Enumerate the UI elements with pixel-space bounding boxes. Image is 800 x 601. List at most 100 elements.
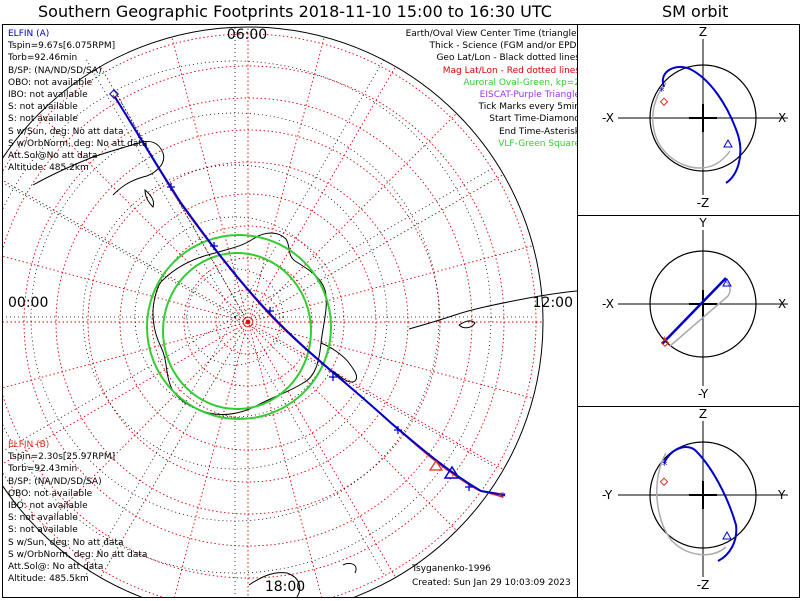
orbit-xz-elfin-b [652,82,731,169]
legend-entry: Thick - Science (FGM and/or EPD) [429,41,580,52]
mag-spoke [3,255,249,323]
elfin-a-info-line: Tspin=9.67s[6.075RPM] [8,41,116,52]
elfin-a-name: ELFIN (A) [8,29,50,39]
elfin-a-track [114,96,506,496]
mag-spoke [247,321,504,470]
legend-entry: Earth/Oval View Center Time (triangle) [405,29,580,39]
elfin-a-info-line: OBO: not available [8,77,93,88]
orbit-xy-right-label: X [778,297,786,311]
orbit-xz-top-label: Z [699,25,707,39]
elfin-a-end-asterisk: * [500,490,506,504]
mlt-label-bottom: 18:00 [265,579,305,595]
antarctic-peninsula [320,342,358,383]
mag-spoke [247,36,325,323]
south-america-coastline [408,290,577,330]
elfin-a-info-line: Att.Sol@No att data [8,150,98,161]
orbit-xy-elfin-a [661,277,727,345]
geo-grid [3,25,535,597]
elfin-a-info-line: S w/OrbNorm, deg: No att data [8,138,148,149]
orbit-yz-elfin-a [663,446,738,562]
mag-spoke [247,321,323,597]
orbit-xz-right-label: X [778,111,786,125]
elfin-a-info-line: Torb=92.46min [8,53,78,64]
mlt-label-top: 06:00 [227,27,267,43]
new-zealand-coastline [144,188,154,208]
elfin-b-info-line: S w/OrbNorm, deg: No att data [8,549,148,560]
elfin-a-info-line: S: not available [8,102,78,113]
orbit-panel-yz: * Z -Z -Y Y [577,406,800,598]
elfin-a-info-line: S: not available [8,114,78,125]
elfin-a-start-diamond [109,89,119,99]
mag-spoke [3,180,249,323]
elfin-a-info-line: B/SP: (NA/ND/SD/SA) [8,65,102,76]
mag-spoke [100,321,249,578]
elfin-b-info: ELFIN (B) Tspin=2.30s[25.97RPM] Torb=92.4… [8,439,147,584]
australia-coastline [32,140,165,196]
footprint-map-panel: * * 06:00 00:00 12:00 18:00 [2,24,578,598]
legend-entry: Start Time-Diamond [489,114,580,125]
orbit-xy-top-label: Y [698,216,707,230]
auroral-oval-inner [162,252,312,410]
map-outer-circle [3,26,544,597]
elfin-b-info-line: Altitude: 485.5km [8,574,89,585]
mag-spoke [247,113,457,323]
mag-spoke [247,245,534,323]
mag-spoke [247,321,396,578]
legend-entry: EISCAT-Purple Triangle [479,89,580,100]
footprint-map: * * 06:00 00:00 12:00 18:00 [3,25,577,597]
orbit-xy-elfin-b [665,279,731,347]
elfin-b-view-triangle [428,459,444,471]
elfin-b-info-line: B/SP: (NA/ND/SD/SA) [8,476,102,487]
orbit-xy-left-label: -X [602,297,614,311]
elfin-b-info-line: Torb=92.43min [8,464,78,475]
orbit-yz-bottom-label: -Z [697,578,710,592]
orbit-xz-bottom-label: -Z [697,196,710,210]
geo-spoke [234,316,386,578]
mlt-label-right: 12:00 [533,295,573,311]
elfin-b-info-line: S: not available [8,513,78,524]
elfin-a-info: ELFIN (A) Tspin=9.67s[6.075RPM] Torb=92.4… [8,28,147,173]
elfin-b-name: ELFIN (B) [8,440,50,450]
auroral-oval-outer [146,234,332,420]
legend-entry: Mag Lat/Lon - Red dotted lines [442,65,580,76]
elfin-a-info-line: Altitude: 485.2km [8,163,89,174]
map-center [245,319,251,325]
orbit-yz-right-label: Y [777,488,786,502]
mag-spoke [100,66,249,323]
elfin-b-info-line: Tspin=2.30s[25.97RPM] [8,452,116,463]
model-label: Tsyganenko-1996 [412,564,491,574]
elfin-a-tick-marks [167,183,473,491]
orbit-yz-left-label: -Y [602,488,613,502]
elfin-a-info-line: IBO: not available [8,89,88,100]
mag-spoke [3,321,249,464]
elfin-b-info-line: Att.Sol@: No att data [8,561,104,572]
legend-entry: Tick Marks every 5min [478,102,580,113]
created-label: Created: Sun Jan 29 10:03:09 2023 [412,578,571,588]
orbit-xz-left-label: -X [602,111,614,125]
legend-entry: End Time-Asterisk [498,126,580,137]
view-center-line [114,90,249,323]
mag-spoke [39,113,249,323]
map-legend: Earth/Oval View Center Time (triangle) Th… [280,28,580,150]
svg-text:*: * [662,334,668,347]
orbit-yz-top-label: Z [699,407,707,421]
elfin-b-info-line: OBO: not available [8,488,93,499]
orbit-yz-elfin-b [656,452,727,556]
orbit-xz-elfin-a [661,66,742,184]
mag-spoke [39,321,249,531]
orbit-panel-xz: * Z -Z -X X [577,24,800,216]
elfin-b-info-line: S w/Sun, deg: No att data [8,537,124,548]
svg-text:*: * [662,459,668,472]
legend-entry: Geo Lat/Lon - Black dotted lines [436,53,580,64]
mlt-label-left: 00:00 [8,295,48,311]
orbit-title: SM orbit [662,2,729,21]
mag-spoke [171,36,249,323]
africa-coastline [248,562,357,597]
svg-text:*: * [659,85,665,98]
mag-spoke [247,321,534,399]
mag-spoke [247,321,457,531]
orbit-panel-xy: * Y -Y -X X [577,215,800,407]
orbit-xy-bottom-label: -Y [698,387,709,401]
legend-entry: VLF-Green Square [498,138,580,149]
mag-spoke [247,66,396,323]
